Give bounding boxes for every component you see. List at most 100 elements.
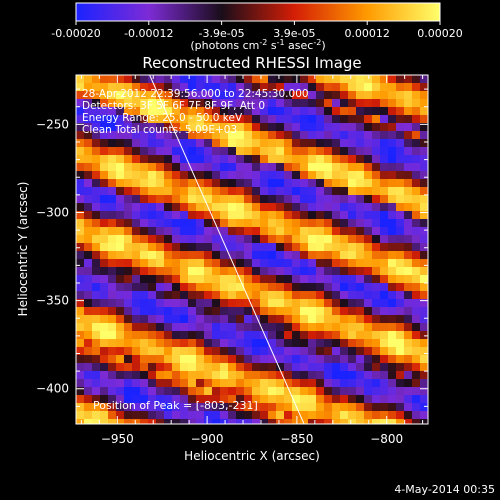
heatmap-cell xyxy=(116,83,125,92)
heatmap-cell xyxy=(300,99,309,108)
heatmap-cell xyxy=(300,75,309,84)
heatmap-cell xyxy=(420,411,428,420)
heatmap-cell xyxy=(220,155,229,164)
heatmap-cell xyxy=(204,195,213,204)
heatmap-cell xyxy=(236,227,245,236)
heatmap-cell xyxy=(228,211,237,220)
heatmap-cell xyxy=(180,339,189,348)
heatmap-cell xyxy=(380,395,389,404)
heatmap-cell xyxy=(404,75,413,84)
heatmap-cell xyxy=(196,203,205,212)
heatmap-cell xyxy=(420,299,428,308)
heatmap-cell xyxy=(300,139,309,148)
heatmap-cell xyxy=(252,291,261,300)
heatmap-cell xyxy=(132,195,141,204)
heatmap-cell xyxy=(404,403,413,412)
heatmap-cell xyxy=(268,139,277,148)
heatmap-cell xyxy=(172,163,181,172)
heatmap-cell xyxy=(76,203,85,212)
heatmap-cell xyxy=(252,227,261,236)
heatmap-cell xyxy=(172,195,181,204)
heatmap-cell xyxy=(332,179,341,188)
heatmap-cell xyxy=(372,227,381,236)
heatmap-cell xyxy=(124,187,133,196)
heatmap-cell xyxy=(332,219,341,228)
heatmap-cell xyxy=(172,371,181,380)
heatmap-cell xyxy=(124,259,133,268)
heatmap-cell xyxy=(228,107,237,116)
heatmap-cell xyxy=(116,235,125,244)
heatmap-cell xyxy=(404,139,413,148)
heatmap-cell xyxy=(268,235,277,244)
heatmap-cell xyxy=(284,291,293,300)
heatmap-cell xyxy=(116,251,125,260)
heatmap-cell xyxy=(92,211,101,220)
heatmap-cell xyxy=(348,147,357,156)
heatmap-cell xyxy=(388,395,397,404)
heatmap-cell xyxy=(164,187,173,196)
heatmap-cell xyxy=(340,323,349,332)
heatmap-cell xyxy=(356,91,365,100)
heatmap-cell xyxy=(188,99,197,108)
unit-exp3: -2 xyxy=(313,38,321,47)
heatmap-cell xyxy=(220,107,229,116)
heatmap-cell xyxy=(116,355,125,364)
heatmap-cell xyxy=(76,219,85,228)
heatmap-cell xyxy=(276,83,285,92)
heatmap-cell xyxy=(156,283,165,292)
heatmap-cell xyxy=(364,115,373,124)
heatmap-cell xyxy=(356,259,365,268)
heatmap-cell xyxy=(388,99,397,108)
heatmap-cell xyxy=(108,291,117,300)
heatmap-cell xyxy=(252,315,261,324)
heatmap-cell xyxy=(228,171,237,180)
heatmap-cell xyxy=(228,219,237,228)
heatmap-cell xyxy=(276,163,285,172)
heatmap-cell xyxy=(372,339,381,348)
heatmap-cell xyxy=(396,155,405,164)
heatmap-cell xyxy=(388,355,397,364)
heatmap-cell xyxy=(372,171,381,180)
heatmap-cell xyxy=(316,227,325,236)
heatmap-cell xyxy=(204,187,213,196)
heatmap-cell xyxy=(300,371,309,380)
heatmap-cell xyxy=(372,195,381,204)
heatmap-cell xyxy=(124,363,133,372)
heatmap-cell xyxy=(324,411,333,420)
heatmap-cell xyxy=(196,419,205,424)
heatmap-cell xyxy=(196,211,205,220)
heatmap-cell xyxy=(380,363,389,372)
heatmap-cell xyxy=(228,275,237,284)
heatmap-cell xyxy=(380,299,389,308)
heatmap-cell xyxy=(372,299,381,308)
heatmap-cell xyxy=(84,395,93,404)
heatmap-cell xyxy=(340,219,349,228)
heatmap-cell xyxy=(140,187,149,196)
heatmap-cell xyxy=(300,411,309,420)
heatmap-cell xyxy=(252,275,261,284)
heatmap-cell xyxy=(324,251,333,260)
heatmap-cell xyxy=(132,371,141,380)
heatmap-cell xyxy=(180,99,189,108)
heatmap-cell xyxy=(324,395,333,404)
heatmap-cell xyxy=(244,331,253,340)
heatmap-cell xyxy=(372,291,381,300)
heatmap-cell xyxy=(148,123,157,132)
heatmap-cell xyxy=(156,291,165,300)
heatmap-cell xyxy=(204,275,213,284)
heatmap-cell xyxy=(356,179,365,188)
heatmap-cell xyxy=(316,203,325,212)
heatmap-cell xyxy=(76,363,85,372)
heatmap-cell xyxy=(228,187,237,196)
heatmap-cell xyxy=(332,283,341,292)
heatmap-cell xyxy=(412,131,421,140)
heatmap-cell xyxy=(364,347,373,356)
heatmap-cell xyxy=(204,115,213,124)
heatmap-cell xyxy=(116,131,125,140)
heatmap-cell xyxy=(340,123,349,132)
heatmap-cell xyxy=(76,75,85,84)
heatmap-cell xyxy=(340,347,349,356)
heatmap-cell xyxy=(300,403,309,412)
heatmap-cell xyxy=(244,83,253,92)
heatmap-cell xyxy=(268,91,277,100)
